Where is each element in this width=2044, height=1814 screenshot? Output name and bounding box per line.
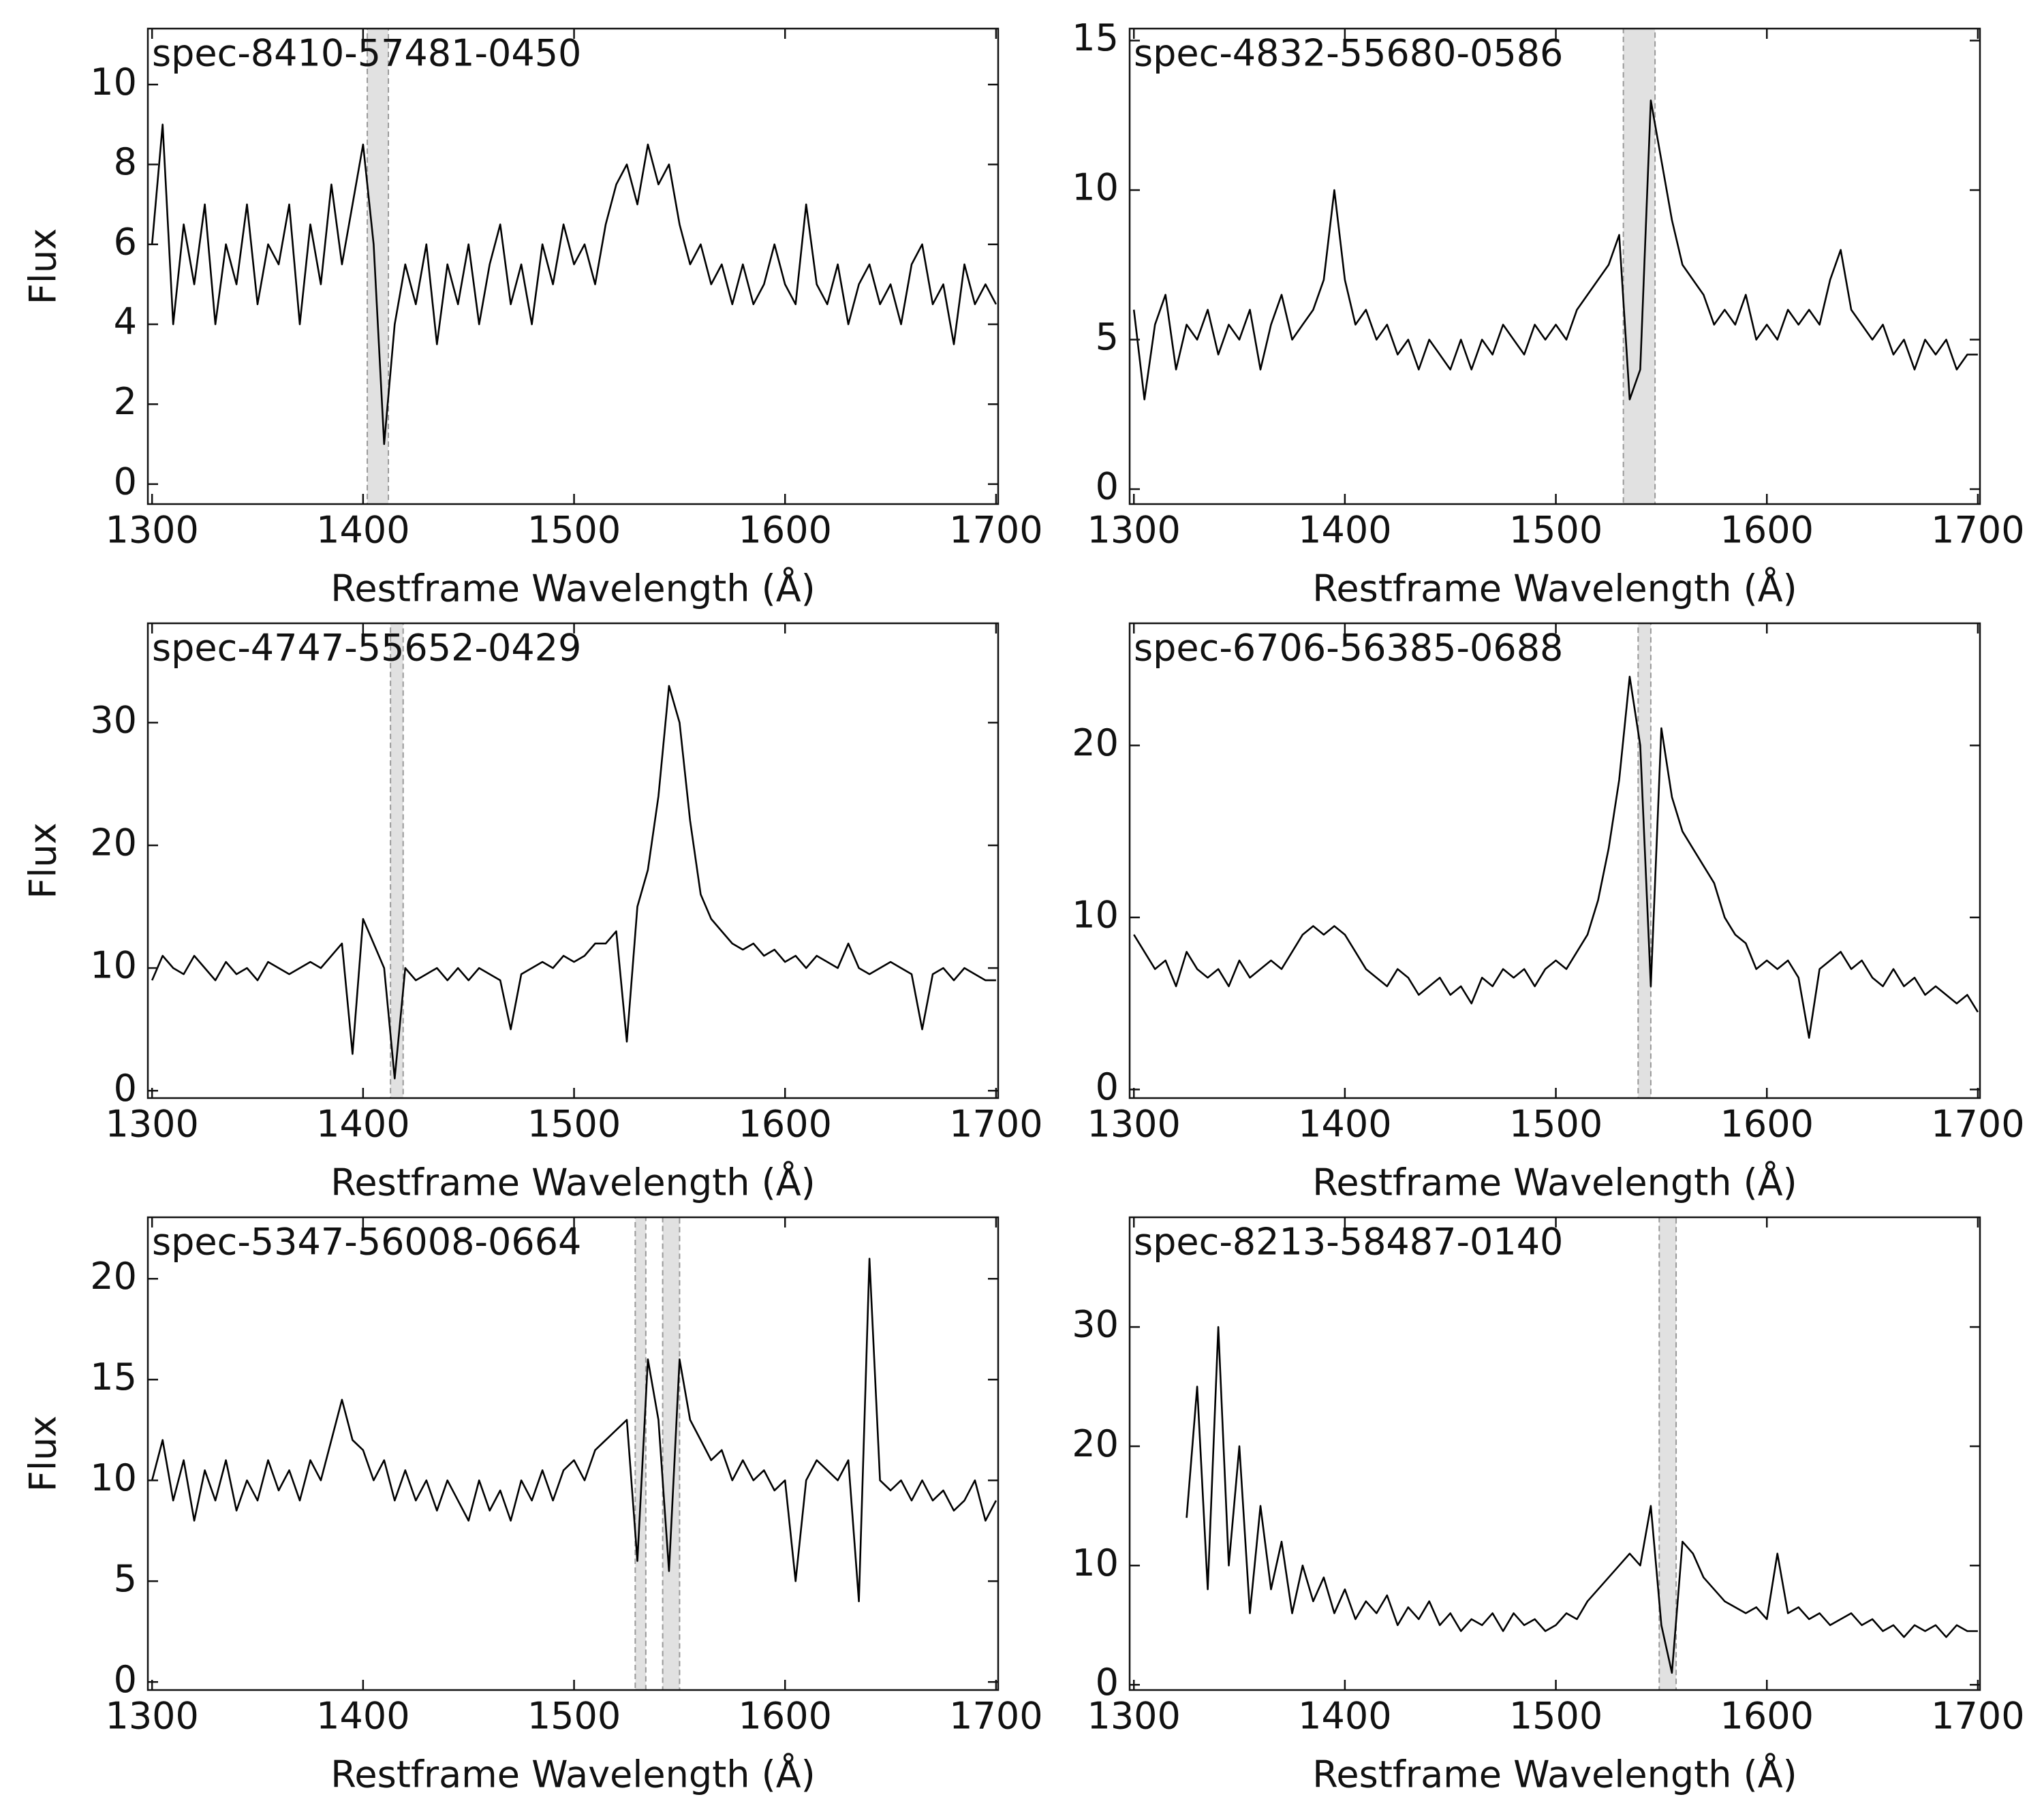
x-axis-label: Restframe Wavelength (Å)	[1312, 1753, 1797, 1796]
x-tick-label: 1600	[739, 509, 832, 552]
panel: 1300 1400 1500 1600 1700 0 2 4 6 8 10 spec-8410-574…	[22, 27, 1043, 610]
axes-frame	[146, 1216, 1000, 1691]
x-tick-label: 1300	[105, 509, 198, 552]
y-tick-label: 30	[90, 699, 137, 742]
panel-title: spec-5347-56008-0664	[152, 1221, 581, 1264]
x-axis-label: Restframe Wavelength (Å)	[330, 1161, 816, 1204]
x-tick-label: 1600	[1720, 1103, 1814, 1146]
x-tick-label: 1400	[1298, 1695, 1391, 1738]
x-tick-label: 1700	[949, 509, 1042, 552]
y-tick-label: 15	[1072, 16, 1119, 59]
x-tick-label: 1500	[1509, 1103, 1602, 1146]
x-tick-label: 1500	[1509, 509, 1602, 552]
shaded-region	[1658, 1217, 1677, 1691]
axes-frame	[1128, 27, 1981, 505]
axes-frame	[146, 622, 1000, 1099]
spectrum-line	[1133, 676, 1979, 1039]
x-axis-label: Restframe Wavelength (Å)	[1312, 567, 1797, 610]
spectrum-line	[1186, 1326, 1978, 1674]
x-tick-label: 1600	[1720, 509, 1814, 552]
y-tick-label: 4	[114, 300, 137, 343]
x-tick-label: 1600	[739, 1103, 832, 1146]
panel: 1300 1400 1500 1600 1700 0 5 10 15 20 spec-5347-56…	[22, 1216, 1043, 1796]
x-tick-label: 1300	[1087, 1695, 1180, 1738]
y-tick-label: 0	[114, 1067, 137, 1110]
y-tick-label: 2	[114, 380, 137, 423]
x-tick-label: 1300	[105, 1695, 198, 1738]
y-axis-label: Flux	[22, 822, 65, 898]
axes-frame	[146, 27, 1000, 505]
x-tick-label: 1600	[739, 1695, 832, 1738]
y-tick-label: 10	[90, 61, 137, 104]
x-axis-label: Restframe Wavelength (Å)	[330, 567, 816, 610]
x-tick-label: 1500	[1509, 1695, 1602, 1738]
y-tick-label: 10	[1072, 893, 1119, 936]
shaded-region	[367, 28, 390, 505]
x-tick-label: 1500	[527, 1695, 621, 1738]
x-tick-label: 1500	[527, 509, 621, 552]
panel-title: spec-4832-55680-0586	[1134, 32, 1563, 75]
y-tick-label: 20	[1072, 1422, 1119, 1465]
spectrum-line	[151, 123, 997, 445]
y-tick-label: 10	[1072, 1542, 1119, 1584]
y-tick-label: 10	[1072, 166, 1119, 209]
x-tick-label: 1600	[1720, 1695, 1814, 1738]
shaded-region	[390, 623, 404, 1099]
x-tick-label: 1700	[1931, 1103, 2024, 1146]
y-tick-label: 10	[90, 944, 137, 987]
y-axis-label: Flux	[22, 1416, 65, 1492]
y-tick-label: 5	[1096, 315, 1119, 358]
panel: 1300 1400 1500 1600 1700 0 10 20 30 spec-4747-556…	[22, 622, 1043, 1204]
panel: 1300 1400 1500 1600 1700 0 5 10 15 spec-4832-5568…	[1072, 16, 2024, 610]
axes-frame	[1128, 1216, 1981, 1691]
y-tick-label: 0	[114, 1658, 137, 1701]
y-tick-label: 6	[114, 220, 137, 263]
y-tick-label: 15	[90, 1356, 137, 1398]
spectrum-line	[1132, 99, 1978, 401]
y-tick-label: 8	[114, 140, 137, 183]
shaded-region	[634, 1217, 647, 1691]
y-tick-label: 10	[90, 1456, 137, 1499]
panel-title: spec-8213-58487-0140	[1134, 1221, 1563, 1264]
y-tick-label: 20	[90, 822, 137, 864]
y-axis-label: Flux	[22, 228, 65, 304]
x-tick-label: 1300	[1087, 1103, 1180, 1146]
panel-title: spec-4747-55652-0429	[152, 627, 581, 670]
x-axis-label: Restframe Wavelength (Å)	[1312, 1161, 1797, 1204]
x-tick-label: 1300	[105, 1103, 198, 1146]
x-tick-label: 1400	[316, 1103, 409, 1146]
x-tick-label: 1400	[1298, 1103, 1391, 1146]
spectrum-line	[151, 1257, 997, 1603]
y-tick-label: 30	[1072, 1303, 1119, 1346]
panel: 1300 1400 1500 1600 1700 0 10 20 30 spec-8213-584…	[1072, 1216, 2025, 1796]
x-tick-label: 1300	[1087, 509, 1180, 552]
y-tick-label: 20	[1072, 721, 1119, 764]
x-tick-label: 1400	[316, 1695, 409, 1738]
y-tick-label: 5	[114, 1557, 137, 1600]
x-tick-label: 1500	[527, 1103, 621, 1146]
axes-frame	[1128, 622, 1981, 1099]
x-axis-label: Restframe Wavelength (Å)	[330, 1753, 816, 1796]
x-tick-label: 1700	[949, 1695, 1042, 1738]
x-tick-label: 1700	[949, 1103, 1042, 1146]
panel-title: spec-6706-56385-0688	[1134, 627, 1563, 670]
panel: 1300 1400 1500 1600 1700 0 10 20 spec-6706-56385…	[1072, 622, 2025, 1204]
shaded-region	[662, 1217, 681, 1691]
y-tick-label: 20	[90, 1255, 137, 1298]
y-tick-label: 0	[1096, 1661, 1119, 1704]
spectrum-line	[151, 685, 996, 1080]
x-tick-label: 1400	[1298, 509, 1391, 552]
y-tick-label: 0	[1096, 465, 1119, 508]
x-tick-label: 1400	[316, 509, 409, 552]
panel-title: spec-8410-57481-0450	[152, 32, 581, 75]
y-tick-label: 0	[1096, 1065, 1119, 1108]
x-tick-label: 1700	[1931, 509, 2024, 552]
x-tick-label: 1700	[1931, 1695, 2024, 1738]
y-tick-label: 0	[114, 460, 137, 503]
